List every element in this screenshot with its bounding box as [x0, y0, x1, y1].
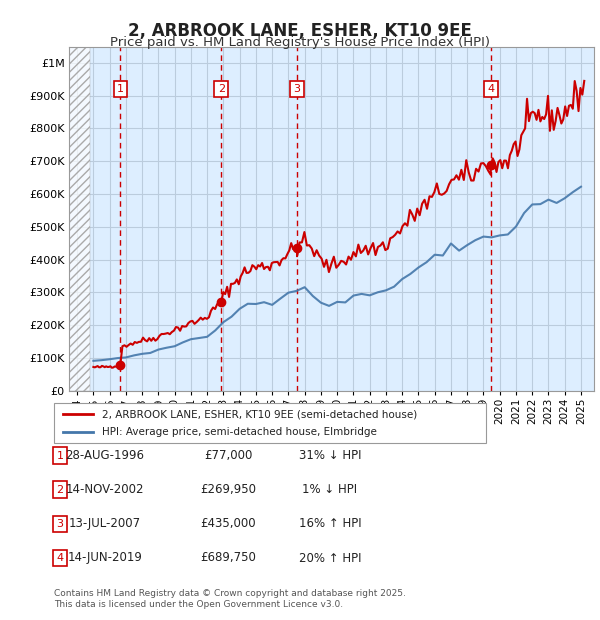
Text: 3: 3	[56, 519, 64, 529]
Text: 1% ↓ HPI: 1% ↓ HPI	[302, 484, 358, 496]
Text: £689,750: £689,750	[200, 552, 256, 564]
Text: 28-AUG-1996: 28-AUG-1996	[65, 450, 145, 462]
FancyBboxPatch shape	[54, 403, 486, 443]
Text: Contains HM Land Registry data © Crown copyright and database right 2025.
This d: Contains HM Land Registry data © Crown c…	[54, 590, 406, 609]
Text: 3: 3	[293, 84, 301, 94]
Text: Price paid vs. HM Land Registry's House Price Index (HPI): Price paid vs. HM Land Registry's House …	[110, 36, 490, 49]
Text: 20% ↑ HPI: 20% ↑ HPI	[299, 552, 361, 564]
Text: 14-JUN-2019: 14-JUN-2019	[68, 552, 142, 564]
Text: 31% ↓ HPI: 31% ↓ HPI	[299, 450, 361, 462]
Text: 4: 4	[487, 84, 494, 94]
Text: 1: 1	[56, 451, 64, 461]
Text: 2: 2	[56, 485, 64, 495]
Text: 13-JUL-2007: 13-JUL-2007	[69, 518, 141, 530]
Text: 16% ↑ HPI: 16% ↑ HPI	[299, 518, 361, 530]
Text: £77,000: £77,000	[204, 450, 252, 462]
Text: 2, ARBROOK LANE, ESHER, KT10 9EE: 2, ARBROOK LANE, ESHER, KT10 9EE	[128, 22, 472, 40]
Text: 2, ARBROOK LANE, ESHER, KT10 9EE (semi-detached house): 2, ARBROOK LANE, ESHER, KT10 9EE (semi-d…	[101, 409, 417, 419]
Text: 2: 2	[218, 84, 225, 94]
Text: £269,950: £269,950	[200, 484, 256, 496]
Text: £435,000: £435,000	[200, 518, 256, 530]
Text: 4: 4	[56, 553, 64, 563]
Text: HPI: Average price, semi-detached house, Elmbridge: HPI: Average price, semi-detached house,…	[101, 427, 376, 437]
Text: 1: 1	[117, 84, 124, 94]
Text: 14-NOV-2002: 14-NOV-2002	[66, 484, 144, 496]
